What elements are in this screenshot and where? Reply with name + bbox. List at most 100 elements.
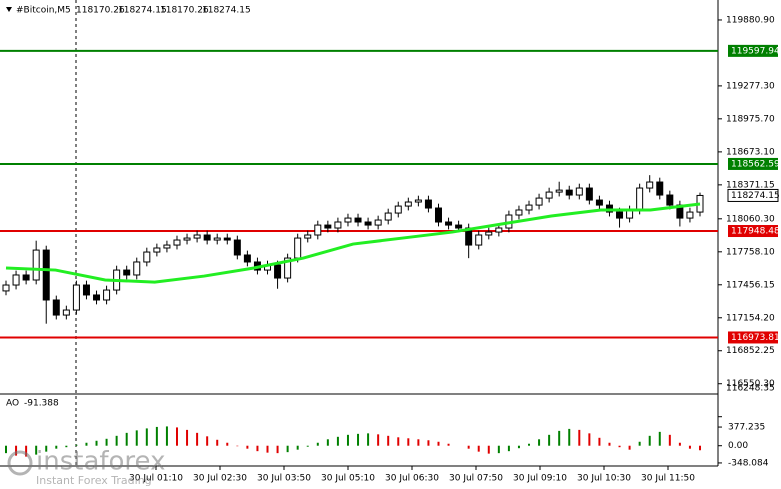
candle-body [414,199,422,203]
candle-body [485,231,493,236]
y-tick-label: 119880.90 [726,15,775,25]
candle-body [72,284,80,311]
candle-body [424,199,432,209]
x-tick-label: 30 Jul 02:30 [193,474,247,484]
level-label-box [728,157,778,170]
candle-body [545,191,553,199]
candle-body [284,257,292,279]
level-label-box [728,225,778,238]
menu-arrow [6,7,12,12]
x-tick-label: 30 Jul 01:10 [129,474,183,484]
y-tick-label: 118673.10 [726,147,775,157]
candle-body [445,221,453,226]
price-pane [0,49,718,339]
candle-body [314,224,322,236]
y-tick-label: 117154.20 [726,313,775,323]
candle-body [394,205,402,214]
candle-body [455,224,463,229]
candle-body [2,284,10,292]
y-tick-label: 118060.30 [726,214,775,224]
candle-body [233,239,241,256]
y-tick-label: 116248.35 [726,384,775,394]
x-tick-label: 30 Jul 05:10 [321,474,375,484]
candle-body [535,197,543,206]
candle-body [656,181,664,196]
candle-body [163,244,171,249]
candle-body [143,251,151,263]
watermark-tagline: Instant Forex Trading [36,474,152,487]
candle-body [636,187,644,211]
ao-tick-label: 377.235 [728,423,765,433]
candle-body [133,261,141,276]
candle-body [585,187,593,201]
y-tick-label: 119277.30 [726,81,775,91]
candle-body [686,211,694,219]
symbol: #Bitcoin,M5 [16,6,71,16]
candle-body [354,217,362,223]
candle-body [153,247,161,253]
ao-tick-label: -348.084 [728,458,769,468]
y-tick-label: 117758.10 [726,247,775,257]
x-tick-label: 30 Jul 10:30 [577,474,631,484]
level-label-box [728,44,778,57]
candle-body [22,274,30,281]
candle-body [616,211,624,219]
candle-body [515,209,523,216]
header-close: 118274.15 [202,6,251,16]
watermark-logo [7,450,33,476]
candle-body [223,237,231,241]
candle-body [93,294,101,301]
candle-body [374,219,382,226]
ao-last-value: -91.388 [24,399,59,409]
candle-body [123,269,131,276]
candle-body [52,299,60,316]
candle-body [324,224,332,229]
candle-body [404,201,412,207]
candle-body [203,234,211,241]
y-tick-label: 117456.15 [726,280,775,290]
level-label: 117948.48 [731,227,780,237]
candle-body [475,234,483,246]
x-tick-label: 30 Jul 07:50 [449,474,503,484]
x-tick-label: 30 Jul 11:50 [641,474,695,484]
candle-body [565,189,573,196]
candle-body [183,237,191,241]
candle-body [384,212,392,221]
candle-body [62,309,70,316]
ao-name: AO [6,399,19,409]
candle-body [575,187,583,196]
moving-average [5,202,701,284]
candle-body [12,274,20,286]
price-label-box [727,188,779,202]
level-label: 116973.81 [731,333,780,343]
x-tick-label: 30 Jul 06:30 [385,474,439,484]
candle-body [334,221,342,229]
header-high: 118274.15 [118,6,167,16]
candle-body [173,239,181,246]
candle-body [82,284,90,296]
x-tick-label: 30 Jul 03:50 [257,474,311,484]
y-tick-label: 116852.25 [726,346,775,356]
header-low: 118170.26 [160,6,209,16]
y-tick-label: 118371.15 [726,180,775,190]
header-open: 118170.26 [76,6,125,16]
price-label: 118274.15 [731,191,780,201]
watermark: instaforex Instant Forex Trading [7,447,165,487]
candle-body [666,194,674,206]
candle-body [42,249,50,301]
candle-body [525,204,533,211]
candle-body [274,264,282,279]
candle-body [555,189,563,193]
watermark-brand: instaforex [36,447,165,477]
x-tick-label: 30 Jul 09:10 [513,474,567,484]
candle-body [103,289,111,301]
candle-body [243,254,251,263]
candle-body [213,237,221,241]
candle-body [32,249,40,281]
candle-body [364,221,372,226]
candle-body [193,234,201,239]
candle-body [304,234,312,239]
candle-body [434,207,442,223]
